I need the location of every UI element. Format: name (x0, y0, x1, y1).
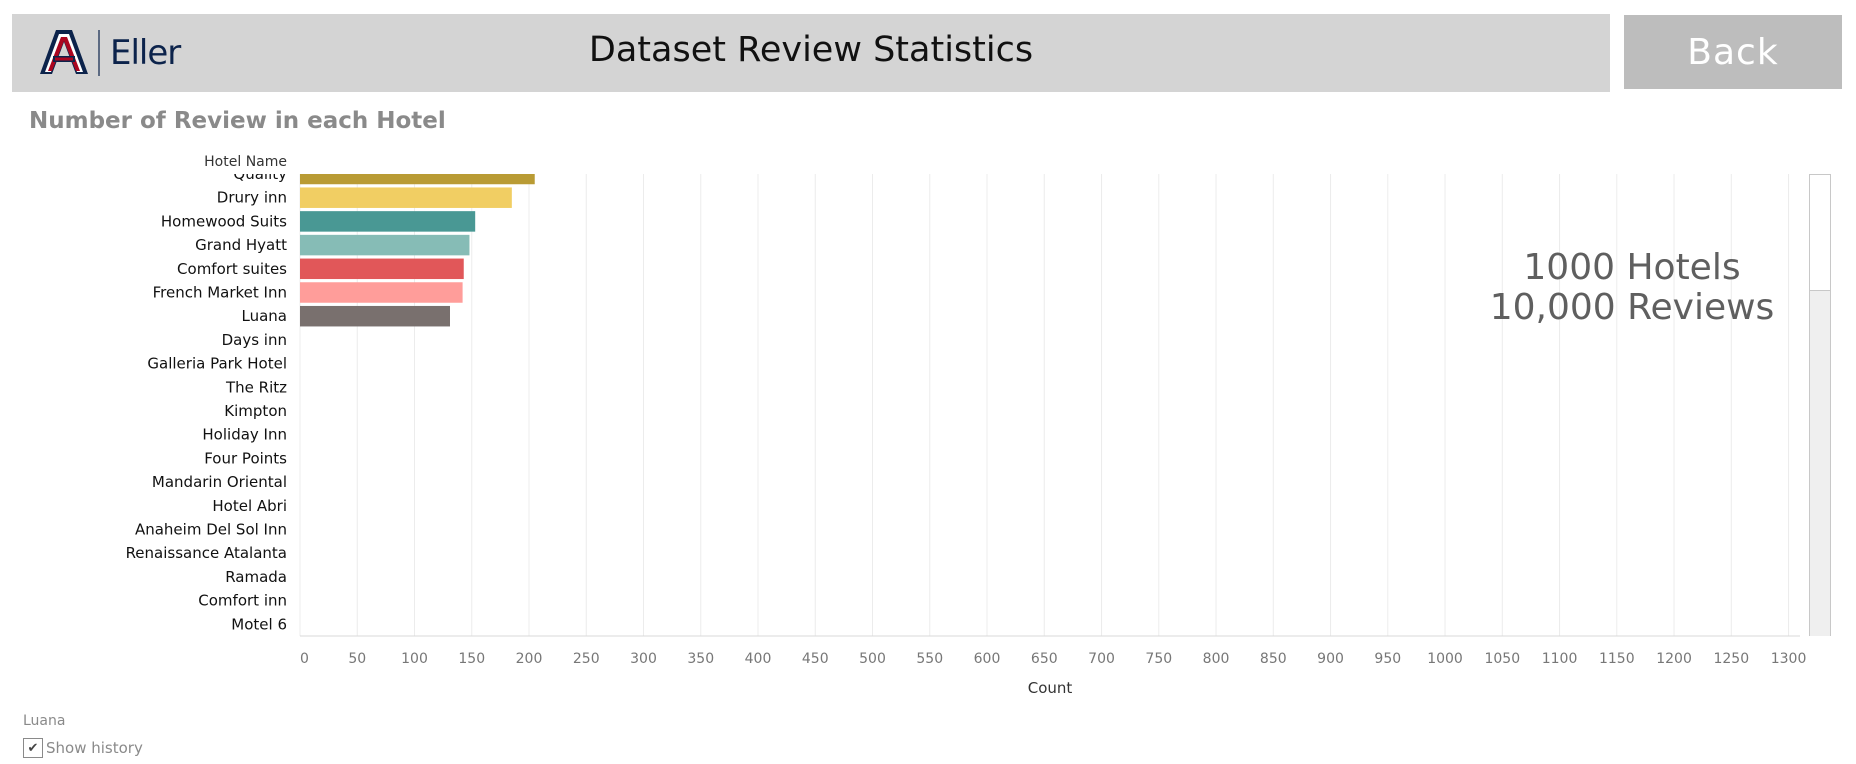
x-tick-label: 850 (1260, 651, 1287, 667)
x-tick-label: 150 (458, 651, 485, 667)
y-category-label: The Ritz (225, 378, 287, 396)
y-category-label: Homewood Suits (161, 212, 287, 230)
x-tick-label: 1100 (1542, 651, 1578, 667)
row-header-label: Hotel Name (204, 154, 287, 170)
x-tick-label: 900 (1317, 651, 1344, 667)
bar (300, 258, 464, 280)
x-tick-label: 500 (859, 651, 886, 667)
show-history-checkbox[interactable]: ✔ (23, 738, 43, 758)
y-category-label: Luana (242, 307, 288, 325)
x-tick-label: 300 (630, 651, 657, 667)
y-category-label: French Market Inn (153, 284, 287, 302)
scrollbar-thumb[interactable] (1810, 290, 1830, 636)
x-tick-label: 750 (1145, 651, 1172, 667)
y-category-label: Motel 6 (231, 615, 287, 633)
kpi-summary: 1000 Hotels 10,000 Reviews (1470, 248, 1794, 328)
x-tick-label: 1150 (1599, 651, 1635, 667)
y-category-label: Holiday Inn (202, 426, 287, 444)
y-category-label: Anaheim Del Sol Inn (135, 521, 287, 539)
y-category-label: Renaissance Atalanta (126, 544, 287, 562)
x-tick-label: 200 (516, 651, 543, 667)
logo-text: Eller (110, 33, 181, 73)
logo-divider (98, 30, 100, 76)
x-tick-label: 950 (1374, 651, 1401, 667)
page-title: Dataset Review Statistics (588, 30, 1034, 70)
x-tick-label: 650 (1031, 651, 1058, 667)
x-tick-label: 1000 (1427, 651, 1463, 667)
y-category-label: Grand Hyatt (195, 236, 287, 254)
bar (300, 174, 535, 185)
x-tick-label: 550 (916, 651, 943, 667)
y-category-label: Hotel Abri (212, 497, 287, 515)
x-tick-label: 50 (348, 651, 366, 667)
header-bar: Eller Dataset Review Statistics (12, 14, 1610, 92)
y-category-label: Quality (233, 165, 287, 183)
x-tick-label: 100 (401, 651, 428, 667)
x-axis-label: Count (1028, 679, 1073, 697)
x-tick-label: 250 (573, 651, 600, 667)
show-history-label: Show history (46, 739, 143, 757)
x-tick-label: 0 (300, 651, 309, 667)
y-category-label: Mandarin Oriental (152, 473, 287, 491)
vertical-scrollbar[interactable] (1809, 174, 1831, 636)
x-tick-label: 1050 (1484, 651, 1520, 667)
bar (300, 305, 450, 327)
y-category-label: Galleria Park Hotel (147, 355, 287, 373)
x-tick-label: 1200 (1656, 651, 1692, 667)
x-tick-label: 700 (1088, 651, 1115, 667)
kpi-hotels: 1000 Hotels (1523, 247, 1741, 288)
bar (300, 211, 476, 232)
x-tick-label: 600 (974, 651, 1001, 667)
x-tick-label: 1300 (1771, 651, 1807, 667)
kpi-reviews: 10,000 Reviews (1489, 287, 1775, 328)
checkmark-icon: ✔ (27, 740, 39, 756)
x-tick-label: 1250 (1713, 651, 1749, 667)
y-category-label: Kimpton (224, 402, 287, 420)
y-category-label: Comfort suites (177, 260, 287, 278)
bar (300, 234, 470, 256)
block-a-logo-icon (40, 30, 88, 74)
x-tick-label: 350 (687, 651, 714, 667)
x-tick-label: 800 (1203, 651, 1230, 667)
y-category-label: Ramada (225, 568, 287, 586)
selection-label: Luana (23, 713, 66, 729)
back-button[interactable]: Back (1624, 15, 1842, 89)
bar (300, 282, 463, 303)
sheet-title: Number of Review in each Hotel (29, 108, 446, 134)
x-tick-label: 400 (745, 651, 772, 667)
y-category-label: Comfort inn (198, 592, 287, 610)
x-tick-label: 450 (802, 651, 829, 667)
y-category-label: Drury inn (217, 189, 287, 207)
y-category-label: Four Points (204, 449, 287, 467)
y-category-label: Days inn (222, 331, 287, 349)
university-logo: Eller (38, 26, 181, 80)
show-history-toggle[interactable]: ✔ Show history (23, 738, 143, 758)
bar (300, 187, 512, 208)
